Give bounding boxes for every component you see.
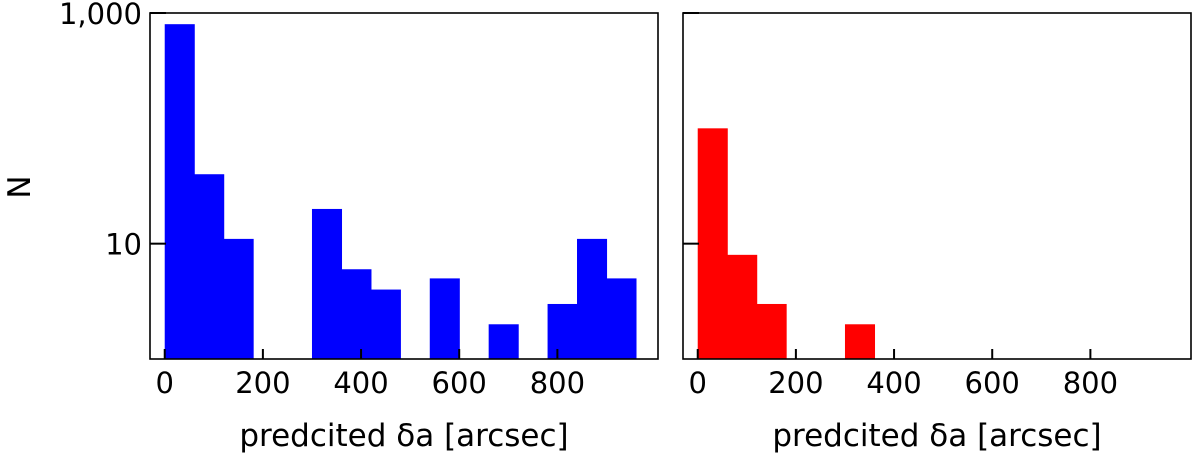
right-plot-frame (682, 12, 1192, 360)
right-x-tick-label-2: 400 (866, 366, 921, 400)
right-x-axis-label: predcited δa [arcsec] (772, 418, 1101, 454)
right-x-tick-label-0: 0 (688, 366, 706, 400)
right-x-tick-label-1: 200 (768, 366, 823, 400)
left-bar-10 (577, 238, 608, 359)
left-x-tick-label-3: 600 (432, 366, 487, 400)
left-x-tick-label-1: 200 (235, 366, 290, 400)
left-bar-4 (341, 269, 372, 359)
left-y-tick-label-1: 1,000 (59, 0, 142, 31)
left-bar-6 (429, 278, 460, 359)
left-x-axis-label: predcited δa [arcsec] (239, 418, 568, 454)
right-bar-1 (727, 254, 758, 359)
left-x-tick-label-2: 400 (333, 366, 388, 400)
left-plot-frame (149, 12, 659, 360)
right-x-tick-label-3: 600 (965, 366, 1020, 400)
right-bar-3 (844, 324, 876, 359)
left-bar-8 (488, 324, 519, 359)
right-bar-2 (756, 303, 787, 359)
left-x-tick-label-0: 0 (155, 366, 173, 400)
left-bar-9 (547, 303, 578, 359)
right-bar-0 (697, 128, 728, 359)
left-bar-5 (370, 289, 401, 359)
left-bar-1 (194, 174, 225, 359)
left-bar-11 (606, 278, 637, 359)
y-axis-label: N (2, 175, 38, 198)
right-x-tick-label-4: 800 (1063, 366, 1118, 400)
left-bar-2 (223, 238, 254, 359)
left-bar-3 (311, 208, 343, 359)
left-bar-0 (164, 24, 195, 360)
left-y-tick-label-0: 10 (105, 228, 142, 262)
left-x-tick-label-4: 800 (530, 366, 585, 400)
